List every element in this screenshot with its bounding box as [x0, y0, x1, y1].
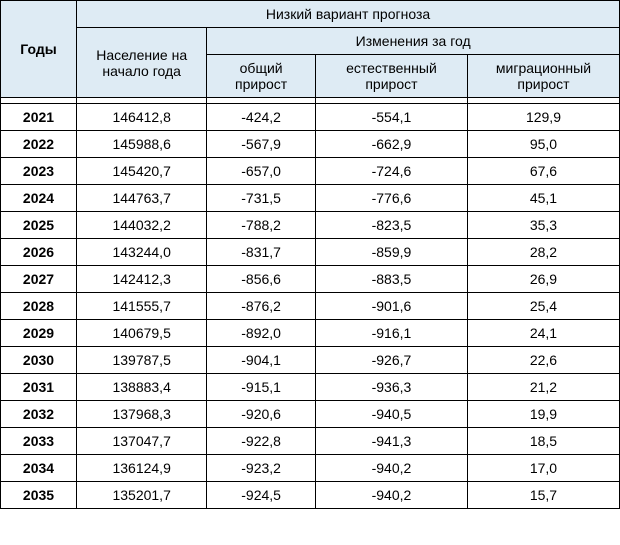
table-row: 2032137968,3-920,6-940,519,9 — [1, 401, 620, 428]
cell-population: 137968,3 — [77, 401, 207, 428]
cell-population: 139787,5 — [77, 347, 207, 374]
cell-year: 2025 — [1, 212, 77, 239]
cell-natural-growth: -941,3 — [315, 428, 467, 455]
cell-year: 2034 — [1, 455, 77, 482]
cell-natural-growth: -916,1 — [315, 320, 467, 347]
cell-total-growth: -657,0 — [207, 158, 316, 185]
cell-migration-growth: 25,4 — [467, 293, 619, 320]
cell-migration-growth: 15,7 — [467, 482, 619, 509]
population-forecast-table: Годы Низкий вариант прогноза Население н… — [0, 0, 620, 509]
cell-natural-growth: -883,5 — [315, 266, 467, 293]
cell-migration-growth: 24,1 — [467, 320, 619, 347]
cell-population: 141555,7 — [77, 293, 207, 320]
cell-year: 2033 — [1, 428, 77, 455]
cell-migration-growth: 22,6 — [467, 347, 619, 374]
cell-population: 145420,7 — [77, 158, 207, 185]
cell-total-growth: -424,2 — [207, 104, 316, 131]
table-row: 2033137047,7-922,8-941,318,5 — [1, 428, 620, 455]
table-row: 2026143244,0-831,7-859,928,2 — [1, 239, 620, 266]
cell-total-growth: -731,5 — [207, 185, 316, 212]
table-row: 2029140679,5-892,0-916,124,1 — [1, 320, 620, 347]
cell-year: 2023 — [1, 158, 77, 185]
cell-population: 143244,0 — [77, 239, 207, 266]
cell-migration-growth: 67,6 — [467, 158, 619, 185]
cell-natural-growth: -776,6 — [315, 185, 467, 212]
table-row: 2025144032,2-788,2-823,535,3 — [1, 212, 620, 239]
cell-year: 2035 — [1, 482, 77, 509]
header-natural-growth: естественный прирост — [315, 55, 467, 98]
cell-migration-growth: 21,2 — [467, 374, 619, 401]
table-row: 2030139787,5-904,1-926,722,6 — [1, 347, 620, 374]
cell-natural-growth: -662,9 — [315, 131, 467, 158]
cell-population: 140679,5 — [77, 320, 207, 347]
cell-migration-growth: 26,9 — [467, 266, 619, 293]
cell-total-growth: -923,2 — [207, 455, 316, 482]
cell-population: 144763,7 — [77, 185, 207, 212]
cell-year: 2030 — [1, 347, 77, 374]
table-row: 2035135201,7-924,5-940,215,7 — [1, 482, 620, 509]
cell-population: 145988,6 — [77, 131, 207, 158]
cell-year: 2024 — [1, 185, 77, 212]
cell-natural-growth: -940,5 — [315, 401, 467, 428]
cell-total-growth: -876,2 — [207, 293, 316, 320]
cell-year: 2029 — [1, 320, 77, 347]
cell-migration-growth: 129,9 — [467, 104, 619, 131]
cell-natural-growth: -554,1 — [315, 104, 467, 131]
header-years: Годы — [1, 1, 77, 98]
table-row: 2027142412,3-856,6-883,526,9 — [1, 266, 620, 293]
cell-population: 144032,2 — [77, 212, 207, 239]
cell-year: 2032 — [1, 401, 77, 428]
cell-population: 136124,9 — [77, 455, 207, 482]
cell-population: 137047,7 — [77, 428, 207, 455]
cell-population: 135201,7 — [77, 482, 207, 509]
cell-total-growth: -831,7 — [207, 239, 316, 266]
cell-migration-growth: 45,1 — [467, 185, 619, 212]
header-population: Население на начало года — [77, 28, 207, 98]
cell-natural-growth: -940,2 — [315, 455, 467, 482]
cell-total-growth: -892,0 — [207, 320, 316, 347]
cell-total-growth: -915,1 — [207, 374, 316, 401]
cell-total-growth: -788,2 — [207, 212, 316, 239]
cell-migration-growth: 18,5 — [467, 428, 619, 455]
cell-year: 2031 — [1, 374, 77, 401]
cell-year: 2026 — [1, 239, 77, 266]
cell-migration-growth: 17,0 — [467, 455, 619, 482]
cell-natural-growth: -926,7 — [315, 347, 467, 374]
cell-total-growth: -924,5 — [207, 482, 316, 509]
cell-migration-growth: 28,2 — [467, 239, 619, 266]
cell-natural-growth: -940,2 — [315, 482, 467, 509]
cell-year: 2021 — [1, 104, 77, 131]
header-total-growth: общий прирост — [207, 55, 316, 98]
cell-natural-growth: -859,9 — [315, 239, 467, 266]
cell-natural-growth: -724,6 — [315, 158, 467, 185]
table-row: 2031138883,4-915,1-936,321,2 — [1, 374, 620, 401]
table-row: 2023145420,7-657,0-724,667,6 — [1, 158, 620, 185]
cell-total-growth: -567,9 — [207, 131, 316, 158]
table-row: 2021146412,8-424,2-554,1129,9 — [1, 104, 620, 131]
cell-migration-growth: 35,3 — [467, 212, 619, 239]
cell-population: 142412,3 — [77, 266, 207, 293]
header-main-group: Низкий вариант прогноза — [77, 1, 620, 28]
table-body: 2021146412,8-424,2-554,1129,92022145988,… — [1, 98, 620, 509]
cell-natural-growth: -936,3 — [315, 374, 467, 401]
cell-year: 2027 — [1, 266, 77, 293]
header-changes-group: Изменения за год — [207, 28, 620, 55]
cell-total-growth: -922,8 — [207, 428, 316, 455]
cell-migration-growth: 19,9 — [467, 401, 619, 428]
cell-natural-growth: -823,5 — [315, 212, 467, 239]
cell-total-growth: -904,1 — [207, 347, 316, 374]
cell-population: 146412,8 — [77, 104, 207, 131]
cell-total-growth: -920,6 — [207, 401, 316, 428]
cell-natural-growth: -901,6 — [315, 293, 467, 320]
cell-total-growth: -856,6 — [207, 266, 316, 293]
cell-year: 2022 — [1, 131, 77, 158]
table-row: 2024144763,7-731,5-776,645,1 — [1, 185, 620, 212]
table-row: 2028141555,7-876,2-901,625,4 — [1, 293, 620, 320]
table-row: 2022145988,6-567,9-662,995,0 — [1, 131, 620, 158]
cell-population: 138883,4 — [77, 374, 207, 401]
header-migration-growth: миграционный прирост — [467, 55, 619, 98]
cell-year: 2028 — [1, 293, 77, 320]
cell-migration-growth: 95,0 — [467, 131, 619, 158]
table-row: 2034136124,9-923,2-940,217,0 — [1, 455, 620, 482]
